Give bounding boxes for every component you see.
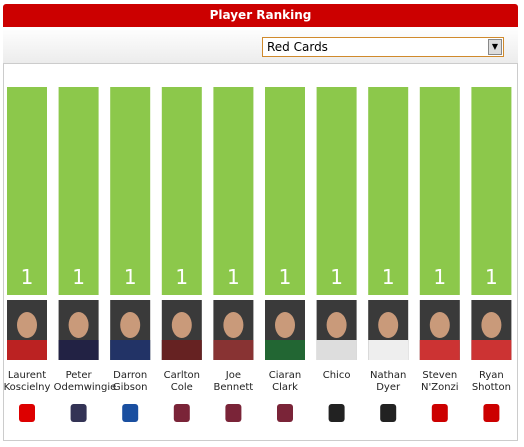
bar — [110, 87, 151, 295]
bar — [161, 87, 202, 295]
chart-panel — [3, 63, 518, 441]
player-name: Chico — [322, 370, 351, 381]
player-shirt — [265, 340, 305, 360]
stat-dropdown[interactable]: Red Cards ▼ — [262, 37, 504, 57]
value-label: 1 — [382, 265, 395, 289]
player-face — [223, 312, 244, 338]
player-shirt — [58, 340, 99, 360]
club-badge — [225, 404, 242, 422]
bar — [213, 87, 254, 295]
bar — [368, 87, 409, 295]
value-label: 1 — [175, 265, 188, 289]
bar — [471, 87, 512, 295]
chart-title: Player Ranking — [209, 8, 312, 22]
club-badge — [70, 404, 87, 422]
club-badge — [380, 404, 397, 422]
player-face — [171, 312, 192, 338]
club-badge — [431, 404, 448, 422]
bar — [316, 87, 357, 295]
player-shirt — [161, 340, 202, 360]
player-shirt — [316, 340, 357, 360]
player-name: Ciaran Clark — [268, 370, 302, 393]
player-face — [120, 312, 141, 338]
player-name: Carlton Cole — [163, 370, 200, 393]
player-face — [481, 312, 502, 338]
value-label: 1 — [21, 265, 34, 289]
club-badge — [483, 404, 500, 422]
player-shirt — [110, 340, 151, 360]
value-label: 1 — [433, 265, 446, 289]
bar — [7, 87, 47, 295]
dropdown-arrow[interactable]: ▼ — [488, 39, 502, 55]
player-name: Joe Bennett — [213, 370, 254, 393]
value-label: 1 — [124, 265, 137, 289]
bar — [58, 87, 99, 295]
value-label: 1 — [279, 265, 292, 289]
player-face — [429, 312, 450, 338]
club-badge — [173, 404, 190, 422]
dropdown-value: Red Cards — [267, 40, 328, 54]
player-shirt — [368, 340, 409, 360]
player-face — [275, 312, 295, 338]
player-face — [68, 312, 89, 338]
club-badge — [19, 404, 35, 422]
title-bar: Player Ranking — [3, 4, 518, 27]
value-label: 1 — [72, 265, 85, 289]
player-shirt — [419, 340, 460, 360]
value-label: 1 — [485, 265, 498, 289]
player-shirt — [7, 340, 47, 360]
bar — [419, 87, 460, 295]
club-badge — [122, 404, 139, 422]
value-label: 1 — [227, 265, 240, 289]
player-name: Steven N'Zonzi — [421, 370, 459, 393]
player-name: Darron Gibson — [112, 370, 148, 393]
player-face — [326, 312, 347, 338]
player-face — [378, 312, 399, 338]
player-name: Laurent Koscielny — [3, 370, 51, 393]
player-name: Peter Odemwingie — [53, 370, 117, 393]
player-name: Nathan Dyer — [370, 370, 407, 393]
player-shirt — [213, 340, 254, 360]
club-badge — [277, 404, 293, 422]
player-name: Ryan Shotton — [471, 370, 511, 393]
club-badge — [328, 404, 345, 422]
value-label: 1 — [330, 265, 343, 289]
bar — [265, 87, 305, 295]
player-shirt — [471, 340, 512, 360]
player-face — [17, 312, 37, 338]
